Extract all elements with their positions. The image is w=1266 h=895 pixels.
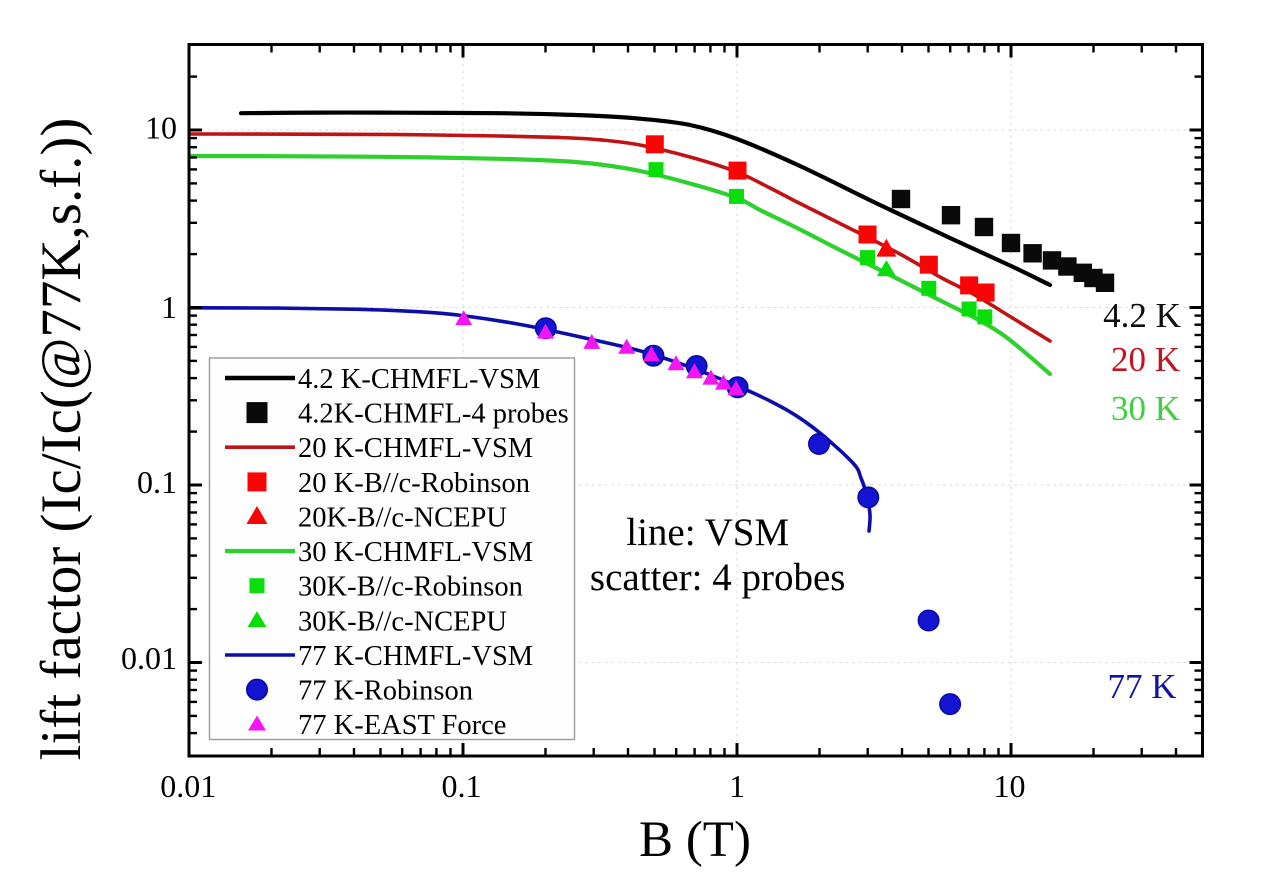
- svg-text:20K-B//c-NCEPU: 20K-B//c-NCEPU: [298, 503, 507, 534]
- svg-text:scatter: 4 probes: scatter: 4 probes: [590, 556, 846, 599]
- svg-text:20 K: 20 K: [1111, 340, 1180, 379]
- svg-text:4.2K-CHMFL-4 probes: 4.2K-CHMFL-4 probes: [298, 399, 569, 430]
- svg-text:0.01: 0.01: [121, 640, 177, 676]
- svg-text:0.1: 0.1: [442, 768, 482, 804]
- svg-text:4.2 K: 4.2 K: [1103, 296, 1181, 335]
- svg-text:B (T): B (T): [639, 812, 751, 868]
- svg-text:30K-B//c-Robinson: 30K-B//c-Robinson: [298, 572, 523, 603]
- svg-text:77 K-CHMFL-VSM: 77 K-CHMFL-VSM: [298, 641, 533, 672]
- svg-text:1: 1: [161, 289, 177, 325]
- svg-text:0.1: 0.1: [137, 464, 177, 500]
- svg-text:77 K: 77 K: [1107, 667, 1176, 706]
- svg-text:0.01: 0.01: [160, 768, 216, 804]
- svg-text:20 K-B//c-Robinson: 20 K-B//c-Robinson: [298, 468, 530, 499]
- svg-text:30 K: 30 K: [1111, 389, 1180, 428]
- svg-text:1: 1: [729, 768, 745, 804]
- svg-text:77 K-EAST Force: 77 K-EAST Force: [298, 710, 506, 741]
- svg-text:4.2 K-CHMFL-VSM: 4.2 K-CHMFL-VSM: [298, 364, 540, 395]
- svg-text:77 K-Robinson: 77 K-Robinson: [298, 676, 473, 707]
- svg-text:30K-B//c-NCEPU: 30K-B//c-NCEPU: [298, 606, 507, 637]
- svg-text:10: 10: [145, 110, 177, 146]
- svg-text:20 K-CHMFL-VSM: 20 K-CHMFL-VSM: [298, 433, 533, 464]
- svg-text:30 K-CHMFL-VSM: 30 K-CHMFL-VSM: [298, 537, 533, 568]
- svg-text:lift factor (Ic/Ic(@77K,s.f.)): lift factor (Ic/Ic(@77K,s.f.)): [30, 118, 93, 761]
- svg-text:10: 10: [994, 768, 1026, 804]
- svg-text:line: VSM: line: VSM: [626, 511, 789, 554]
